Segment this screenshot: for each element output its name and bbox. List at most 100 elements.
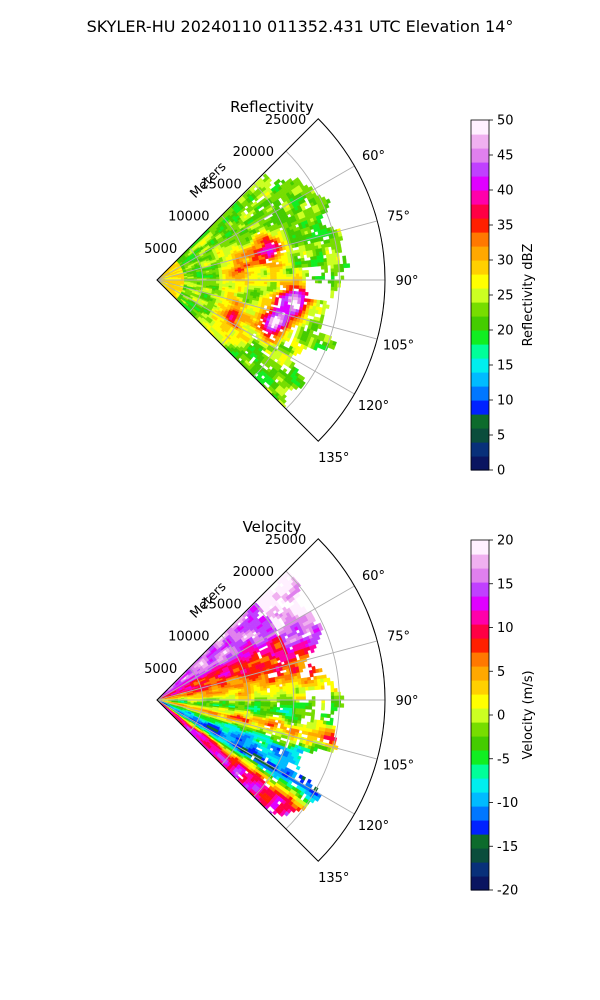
reflectivity-cell-1856 xyxy=(324,268,329,273)
reflectivity-cell-1943 xyxy=(260,277,265,280)
reflectivity-cell-1693 xyxy=(326,257,331,263)
reflectivity-cell-1944 xyxy=(263,277,268,280)
reflectivity-cell-1633 xyxy=(313,255,318,261)
reflectivity-azimuth-tick-1: 75° xyxy=(387,209,410,224)
reflectivity-cell-1035 xyxy=(318,214,324,220)
reflectivity-cell-1796 xyxy=(285,268,290,272)
reflectivity-cell-2048 xyxy=(263,281,268,285)
reflectivity-colorbar-band-23 xyxy=(471,134,489,149)
reflectivity-cell-2153 xyxy=(330,290,335,295)
reflectivity-cell-1632 xyxy=(310,256,315,261)
reflectivity-colorbar-tick-7: 35 xyxy=(497,219,514,234)
reflectivity-cell-1738 xyxy=(285,265,290,270)
reflectivity-colorbar-band-6 xyxy=(471,372,489,387)
reflectivity-cell-1952 xyxy=(289,276,294,280)
reflectivity-cell-1847 xyxy=(279,271,284,275)
reflectivity-colorbar-tick-6: 30 xyxy=(497,254,514,269)
reflectivity-cell-1892 xyxy=(257,275,262,278)
reflectivity-cell-1739 xyxy=(288,265,293,269)
reflectivity-panel: Reflectivity 50001000015000200002500060°… xyxy=(144,98,536,479)
reflectivity-colorbar-band-21 xyxy=(471,162,489,177)
reflectivity-cell-1897 xyxy=(273,274,278,278)
reflectivity-cell-2150 xyxy=(288,287,293,292)
reflectivity-cell-184 xyxy=(266,182,272,188)
reflectivity-cell-1848 xyxy=(282,271,287,275)
reflectivity-cell-2052 xyxy=(276,282,281,286)
reflectivity-cell-2049 xyxy=(267,281,271,285)
reflectivity-cell-2095 xyxy=(257,283,262,287)
reflectivity-cell-1748 xyxy=(317,262,322,267)
reflectivity-cell-1898 xyxy=(276,274,281,278)
reflectivity-cell-2044 xyxy=(251,281,255,285)
reflectivity-cell-1849 xyxy=(285,271,290,275)
reflectivity-cell-2434 xyxy=(274,302,279,306)
reflectivity-cell-1955 xyxy=(298,276,303,281)
reflectivity-cell-1853 xyxy=(298,270,303,275)
reflectivity-azimuth-tick-4: 120° xyxy=(358,399,389,414)
reflectivity-cell-1687 xyxy=(307,260,312,265)
reflectivity-cell-2201 xyxy=(330,294,335,299)
reflectivity-cell-1793 xyxy=(276,269,281,273)
reflectivity-cell-1689 xyxy=(313,259,318,264)
reflectivity-cell-1731 xyxy=(263,268,268,272)
reflectivity-cell-2295 xyxy=(310,298,315,304)
reflectivity-cell-2055 xyxy=(286,282,290,286)
reflectivity-cell-1951 xyxy=(286,276,290,280)
reflectivity-cell-1697 xyxy=(342,255,347,261)
reflectivity-radial-tick-0: 5000 xyxy=(144,242,177,257)
reflectivity-cell-2060 xyxy=(302,282,306,287)
reflectivity-cell-2433 xyxy=(270,301,276,305)
reflectivity-cell-1857 xyxy=(330,268,335,273)
reflectivity-cell-1362 xyxy=(319,236,324,242)
velocity-panel: Velocity 50001000015000200002500060°75°9… xyxy=(144,518,536,899)
reflectivity-cell-2110 xyxy=(333,286,338,292)
reflectivity-cell-1890 xyxy=(251,275,255,279)
reflectivity-cell-1950 xyxy=(283,276,287,280)
reflectivity-cell-2647 xyxy=(317,324,323,330)
reflectivity-colorbar-band-18 xyxy=(471,204,489,219)
reflectivity-cell-2199 xyxy=(301,291,306,296)
reflectivity-cell-1902 xyxy=(289,273,294,278)
reflectivity-colorbar-band-14 xyxy=(471,260,489,275)
reflectivity-cell-1800 xyxy=(298,267,303,272)
reflectivity-cell-1940 xyxy=(251,277,255,280)
reflectivity-cell-1745 xyxy=(307,263,312,268)
reflectivity-cell-751 xyxy=(302,201,308,207)
reflectivity-cell-2059 xyxy=(299,282,303,287)
reflectivity-cell-2045 xyxy=(254,281,259,285)
reflectivity-cell-1840 xyxy=(257,273,262,276)
reflectivity-cell-1957 xyxy=(311,276,316,280)
reflectivity-cell-1799 xyxy=(295,267,300,272)
reflectivity-cell-1744 xyxy=(304,263,309,268)
reflectivity-cell-2104 xyxy=(289,285,294,289)
reflectivity-azimuth-tick-3: 105° xyxy=(383,339,414,354)
reflectivity-azimuth-tick-5: 135° xyxy=(318,451,349,466)
reflectivity-cell-1882 xyxy=(225,276,230,279)
reflectivity-cell-2339 xyxy=(287,298,292,303)
reflectivity-cell-1947 xyxy=(273,277,278,280)
reflectivity-cell-2053 xyxy=(279,282,284,286)
reflectivity-cell-2051 xyxy=(273,281,278,286)
reflectivity-cell-1850 xyxy=(289,270,294,275)
reflectivity-cell-1692 xyxy=(323,258,328,263)
reflectivity-cell-2103 xyxy=(286,284,290,289)
reflectivity-cell-1789 xyxy=(263,270,268,274)
reflectivity-cell-1893 xyxy=(260,275,265,278)
reflectivity-cell-1743 xyxy=(301,263,306,268)
reflectivity-cell-1858 xyxy=(333,268,338,273)
reflectivity-cell-1895 xyxy=(266,274,271,278)
reflectivity-cell-2341 xyxy=(297,300,302,305)
reflectivity-cell-1855 xyxy=(305,269,309,274)
reflectivity-cell-1790 xyxy=(266,270,271,274)
reflectivity-cell-2298 xyxy=(319,300,324,305)
reflectivity-cell-1958 xyxy=(315,276,319,280)
reflectivity-colorbar-band-9 xyxy=(471,330,489,345)
reflectivity-cell-2100 xyxy=(273,284,278,288)
reflectivity-cell-1949 xyxy=(279,276,284,280)
reflectivity-cell-2493 xyxy=(310,312,316,317)
reflectivity-cell-1891 xyxy=(254,275,259,279)
reflectivity-cell-1791 xyxy=(269,269,274,273)
reflectivity-cell-2151 xyxy=(298,288,303,293)
reflectivity-cell-1797 xyxy=(288,268,293,272)
